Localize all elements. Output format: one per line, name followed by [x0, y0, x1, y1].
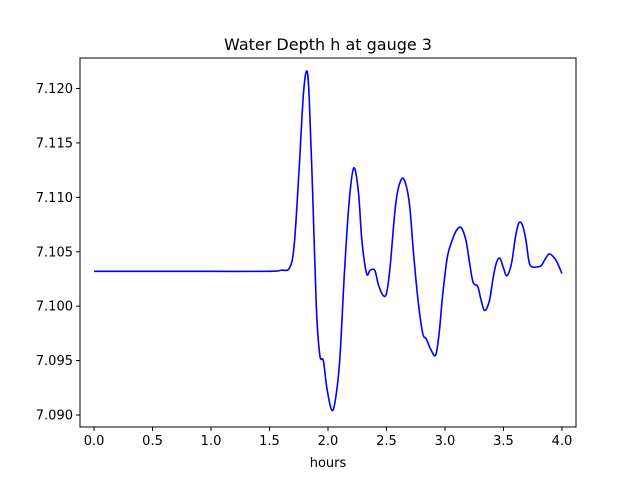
y-tick-label: 7.090: [36, 409, 73, 424]
x-tick-label: 0.5: [142, 434, 163, 449]
x-axis: 0.0 0.5 1.0 1.5 2.0 2.5 3.0 3.5 4.0: [84, 427, 573, 449]
x-tick-label: 3.5: [493, 434, 514, 449]
x-axis-label: hours: [310, 456, 347, 471]
y-tick-label: 7.110: [36, 191, 73, 206]
x-tick-label: 2.5: [376, 434, 397, 449]
x-tick-label: 1.5: [259, 434, 280, 449]
y-tick-label: 7.120: [36, 82, 73, 97]
y-tick-label: 7.105: [36, 245, 73, 260]
x-tick-label: 2.0: [318, 434, 339, 449]
x-tick-label: 3.0: [435, 434, 456, 449]
y-tick-label: 7.115: [36, 136, 73, 151]
x-tick-label: 4.0: [552, 434, 573, 449]
series-line-0: [94, 70, 563, 412]
plot-frame: [79, 57, 577, 428]
y-axis: 7.090 7.095 7.100 7.105 7.110 7.115 7.120: [36, 82, 80, 424]
x-tick-label: 1.0: [201, 434, 222, 449]
series-layer: [94, 70, 563, 412]
y-tick-label: 7.095: [36, 354, 73, 369]
chart-title: Water Depth h at gauge 3: [224, 35, 432, 54]
y-tick-label: 7.100: [36, 300, 73, 315]
x-tick-label: 0.0: [84, 434, 105, 449]
